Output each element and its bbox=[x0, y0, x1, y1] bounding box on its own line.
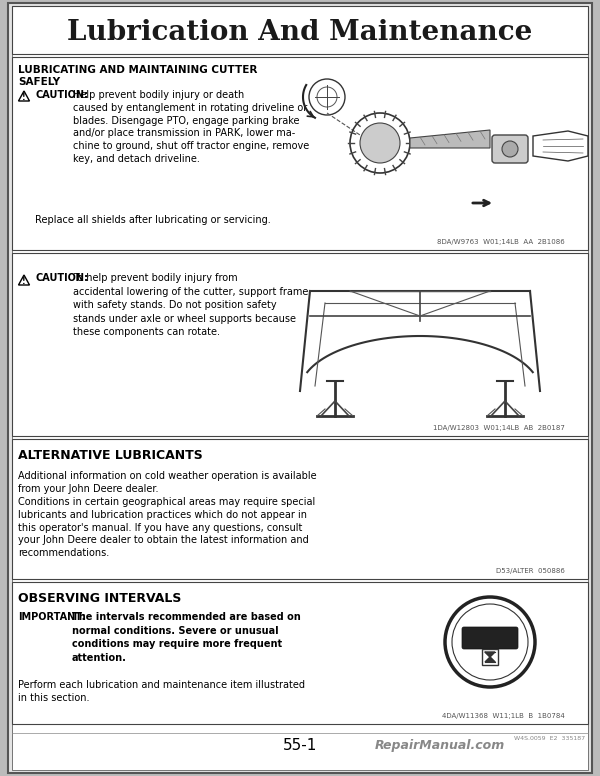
Text: IMPORTANT:: IMPORTANT: bbox=[18, 612, 86, 622]
Text: CAUTION:: CAUTION: bbox=[35, 273, 88, 283]
Polygon shape bbox=[485, 657, 495, 662]
Text: 55-1: 55-1 bbox=[283, 739, 317, 753]
Text: The intervals recommended are based on
normal conditions. Severe or unusual
cond: The intervals recommended are based on n… bbox=[72, 612, 301, 663]
Text: 4DA/W11368  W11;1LB  B  1B0784: 4DA/W11368 W11;1LB B 1B0784 bbox=[442, 713, 565, 719]
Text: Perform each lubrication and maintenance item illustrated
in this section.: Perform each lubrication and maintenance… bbox=[18, 680, 305, 703]
Text: CAUTION:: CAUTION: bbox=[35, 90, 88, 100]
FancyBboxPatch shape bbox=[12, 439, 588, 579]
Text: ALTERNATIVE LUBRICANTS: ALTERNATIVE LUBRICANTS bbox=[18, 449, 203, 462]
Text: 1DA/W12803  W01;14LB  AB  2B0187: 1DA/W12803 W01;14LB AB 2B0187 bbox=[433, 425, 565, 431]
FancyBboxPatch shape bbox=[12, 57, 588, 250]
Text: Lubrication And Maintenance: Lubrication And Maintenance bbox=[67, 19, 533, 46]
Text: D53/ALTER  050886: D53/ALTER 050886 bbox=[496, 568, 565, 574]
Text: RepairManual.com: RepairManual.com bbox=[375, 740, 505, 753]
FancyBboxPatch shape bbox=[462, 627, 518, 649]
Polygon shape bbox=[485, 652, 495, 657]
FancyBboxPatch shape bbox=[8, 3, 592, 773]
Circle shape bbox=[360, 123, 400, 163]
FancyBboxPatch shape bbox=[482, 649, 498, 665]
Polygon shape bbox=[410, 130, 490, 148]
Text: To help prevent bodily injury from
accidental lowering of the cutter, support fr: To help prevent bodily injury from accid… bbox=[73, 273, 308, 338]
Text: Replace all shields after lubricating or servicing.: Replace all shields after lubricating or… bbox=[35, 215, 271, 225]
Text: LUBRICATING AND MAINTAINING CUTTER
SAFELY: LUBRICATING AND MAINTAINING CUTTER SAFEL… bbox=[18, 65, 257, 88]
FancyBboxPatch shape bbox=[492, 135, 528, 163]
Text: Conditions in certain geographical areas may require special
lubricants and lubr: Conditions in certain geographical areas… bbox=[18, 497, 315, 558]
FancyBboxPatch shape bbox=[12, 6, 588, 54]
FancyBboxPatch shape bbox=[12, 253, 588, 436]
Text: Additional information on cold weather operation is available
from your John Dee: Additional information on cold weather o… bbox=[18, 471, 317, 494]
FancyBboxPatch shape bbox=[12, 582, 588, 724]
Text: !: ! bbox=[22, 277, 26, 286]
Text: 8DA/W9763  W01;14LB  AA  2B1086: 8DA/W9763 W01;14LB AA 2B1086 bbox=[437, 239, 565, 245]
Text: W4S.0059  E2  335187: W4S.0059 E2 335187 bbox=[514, 736, 586, 740]
FancyBboxPatch shape bbox=[12, 6, 588, 770]
Circle shape bbox=[502, 141, 518, 157]
Text: !: ! bbox=[22, 93, 26, 102]
Text: Help prevent bodily injury or death
caused by entanglement in rotating driveline: Help prevent bodily injury or death caus… bbox=[73, 90, 309, 164]
Text: OBSERVING INTERVALS: OBSERVING INTERVALS bbox=[18, 592, 181, 605]
